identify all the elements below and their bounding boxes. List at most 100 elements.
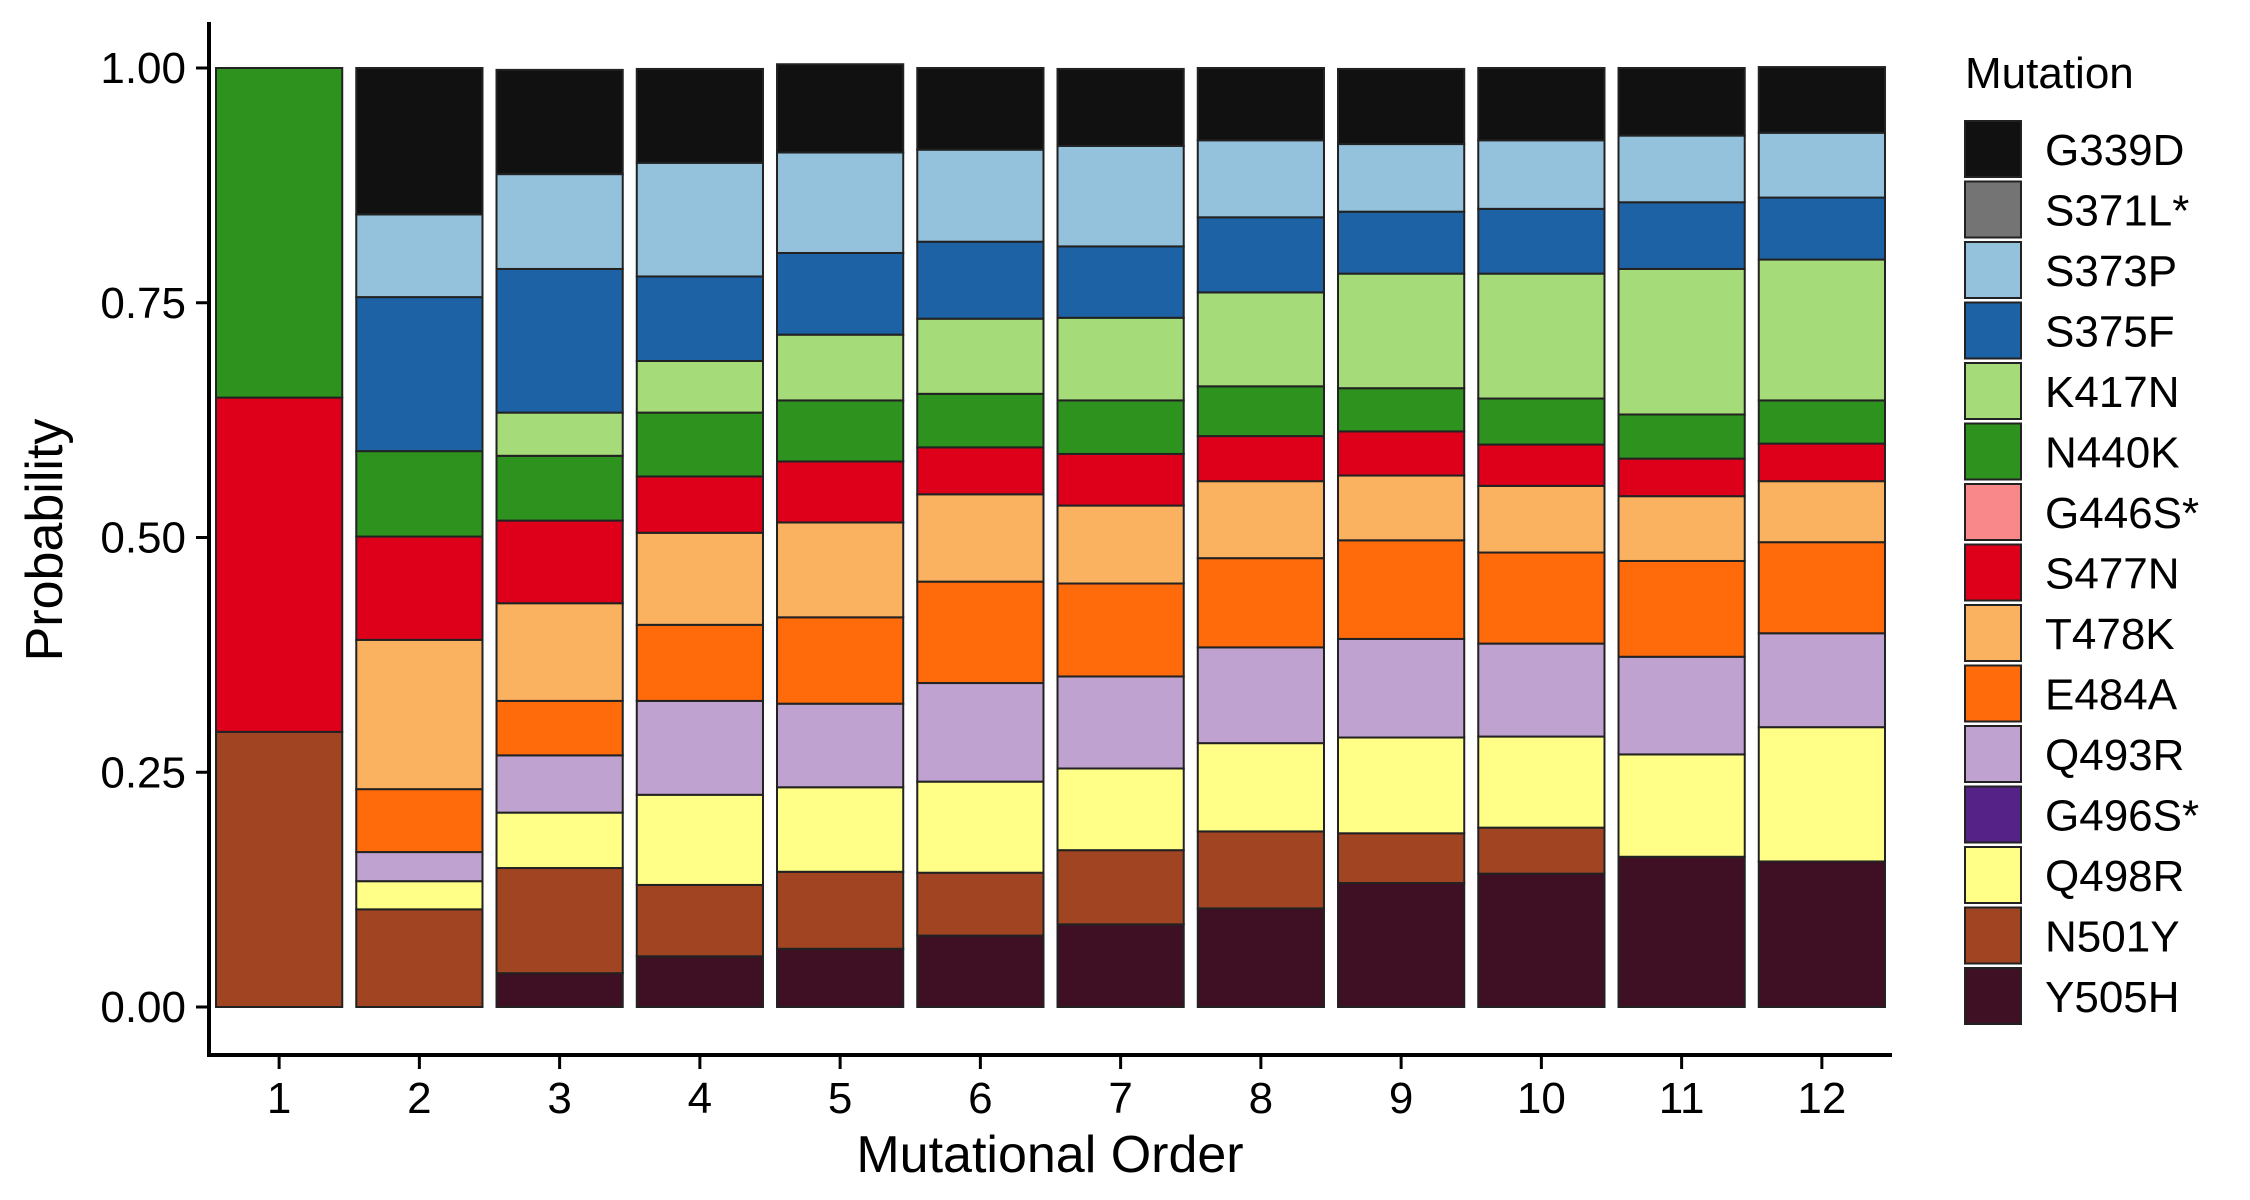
legend-label-k417n: K417N — [2045, 368, 2180, 417]
x-ticks: 1 2 3 4 5 6 7 8 9 10 11 12 — [267, 1056, 1846, 1123]
bar-segment-s477n-order-1 — [215, 396, 344, 733]
legend-swatch-q493r — [1964, 725, 2022, 783]
x-tick-label: 12 — [1797, 1074, 1846, 1123]
bar-segment-t478k-order-8 — [1196, 480, 1325, 560]
bar-segment-s477n-order-4 — [635, 475, 764, 534]
bar-segment-g339d-order-6 — [916, 67, 1045, 151]
legend-label-s371l: S371L* — [2045, 187, 2189, 236]
bar-segment-t478k-order-2 — [355, 638, 484, 791]
legend-swatch-y505h — [1964, 967, 2022, 1025]
bar-segment-q493r-order-6 — [916, 682, 1045, 783]
bar-segment-q493r-order-11 — [1617, 655, 1746, 756]
bar-segment-e484a-order-12 — [1757, 541, 1886, 635]
bar-segment-e484a-order-7 — [1056, 582, 1185, 678]
bar-segment-s373p-order-9 — [1337, 143, 1466, 213]
bar-segment-n440k-order-7 — [1056, 399, 1185, 455]
bar-segment-q493r-order-2 — [355, 851, 484, 883]
bar-segment-q493r-order-7 — [1056, 675, 1185, 770]
y-ticks: 0.00 0.25 0.50 0.75 1.00 — [100, 44, 209, 1032]
bar-segment-y505h-order-4 — [635, 955, 764, 1008]
bar-segment-t478k-order-11 — [1617, 495, 1746, 562]
bar-segment-s375f-order-3 — [495, 267, 624, 414]
bar-segment-q493r-order-8 — [1196, 646, 1325, 745]
bar-segment-t478k-order-3 — [495, 602, 624, 702]
legend-swatch-n440k — [1964, 422, 2022, 481]
bar-segment-q493r-order-10 — [1477, 642, 1606, 738]
bar-segment-s375f-order-8 — [1196, 216, 1325, 294]
bar-segment-y505h-order-3 — [495, 972, 624, 1009]
bar-segment-q498r-order-2 — [355, 880, 484, 911]
x-axis-title: Mutational Order — [856, 1126, 1243, 1184]
x-tick-label: 5 — [828, 1074, 852, 1123]
legend-label-g446s: G446S* — [2045, 489, 2199, 538]
x-tick-label: 10 — [1517, 1074, 1566, 1123]
bar-segment-y505h-order-7 — [1056, 923, 1185, 1008]
x-tick-label: 4 — [688, 1074, 712, 1123]
bar-segment-k417n-order-11 — [1617, 267, 1746, 416]
bar-segment-s375f-order-11 — [1617, 201, 1746, 270]
x-tick-label: 8 — [1249, 1074, 1273, 1123]
y-tick-label: 0.50 — [100, 514, 186, 563]
bar-segment-k417n-order-10 — [1477, 272, 1606, 400]
bar-segment-s375f-order-10 — [1477, 207, 1606, 275]
bar-segment-e484a-order-9 — [1337, 539, 1466, 640]
x-tick-label: 1 — [267, 1074, 291, 1123]
legend-label-n440k: N440K — [2045, 429, 2180, 478]
bar-segment-s477n-order-12 — [1757, 442, 1886, 483]
bar-segment-n501y-order-7 — [1056, 849, 1185, 926]
bar-segment-n501y-order-10 — [1477, 826, 1606, 875]
bar-segment-e484a-order-3 — [495, 699, 624, 757]
legend-swatch-e484a — [1964, 664, 2022, 723]
bar-segment-y505h-order-12 — [1757, 860, 1886, 1009]
bar-segment-k417n-order-6 — [916, 317, 1045, 395]
bar-segment-n501y-order-6 — [916, 871, 1045, 937]
legend-swatch-g496s — [1964, 785, 2022, 844]
bar-segment-q498r-order-12 — [1757, 726, 1886, 863]
bar-segment-k417n-order-7 — [1056, 316, 1185, 402]
legend-swatch-s371l — [1964, 180, 2022, 239]
bar-segment-q493r-order-3 — [495, 754, 624, 814]
bar-segment-y505h-order-6 — [916, 934, 1045, 1009]
bar-segment-n501y-order-2 — [355, 908, 484, 1009]
legend-label-s375f: S375F — [2045, 308, 2175, 357]
bar-segment-n440k-order-1 — [215, 67, 344, 399]
bar-segment-q498r-order-7 — [1056, 767, 1185, 852]
x-tick-label: 6 — [968, 1074, 992, 1123]
bar-segment-s477n-order-11 — [1617, 457, 1746, 498]
bar-segment-n501y-order-5 — [776, 870, 905, 950]
bar-segment-q493r-order-12 — [1757, 632, 1886, 729]
legend-label-s373p: S373P — [2045, 247, 2177, 296]
y-tick-label: 1.00 — [100, 44, 186, 93]
bar-segment-k417n-order-4 — [635, 359, 764, 414]
bar-segment-n440k-order-9 — [1337, 387, 1466, 433]
bar-segment-n440k-order-10 — [1477, 397, 1606, 446]
bar-segment-y505h-order-5 — [776, 947, 905, 1009]
bar-segment-k417n-order-8 — [1196, 291, 1325, 388]
legend-items: G339D S371L* S373P S375F K417N N440K G446S* S47… — [1964, 120, 2199, 1025]
bar-segment-g339d-order-3 — [495, 68, 624, 176]
bar-segment-s373p-order-12 — [1757, 131, 1886, 199]
bar-segment-s373p-order-6 — [916, 148, 1045, 243]
bar-segment-s373p-order-7 — [1056, 144, 1185, 248]
bar-segment-g339d-order-4 — [635, 67, 764, 164]
bar-segment-n501y-order-1 — [215, 730, 344, 1008]
bar-segment-q498r-order-3 — [495, 811, 624, 870]
bar-segment-n440k-order-6 — [916, 392, 1045, 449]
bar-segment-s373p-order-8 — [1196, 139, 1325, 219]
bar-segment-n440k-order-2 — [355, 450, 484, 538]
bar-segment-n501y-order-4 — [635, 883, 764, 958]
bar-segment-e484a-order-11 — [1617, 559, 1746, 658]
bar-segment-n440k-order-3 — [495, 454, 624, 522]
bar-segment-e484a-order-8 — [1196, 557, 1325, 649]
bar-segment-t478k-order-6 — [916, 493, 1045, 583]
bar-segment-y505h-order-10 — [1477, 872, 1606, 1008]
legend-label-g339d: G339D — [2045, 126, 2184, 175]
bar-segment-k417n-order-12 — [1757, 258, 1886, 402]
bar-segment-s477n-order-7 — [1056, 452, 1185, 507]
bar-segment-y505h-order-11 — [1617, 855, 1746, 1009]
bar-segment-t478k-order-5 — [776, 521, 905, 619]
y-axis-title: Probability — [16, 419, 74, 662]
bar-segment-s375f-order-7 — [1056, 245, 1185, 319]
bar-segment-q493r-order-4 — [635, 699, 764, 796]
x-tick-label: 11 — [1659, 1074, 1705, 1123]
